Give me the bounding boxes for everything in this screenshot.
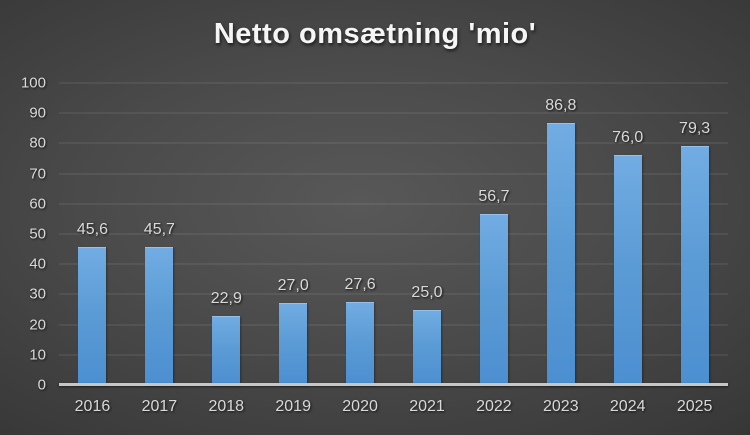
x-axis-tick-label: 2016 bbox=[74, 398, 111, 415]
gridline-90 bbox=[59, 112, 728, 114]
bar-value-label: 86,8 bbox=[545, 96, 577, 114]
chart-title: Netto omsætning 'mio' bbox=[213, 18, 537, 50]
bar-2021[interactable] bbox=[412, 309, 441, 385]
bar-2020[interactable] bbox=[346, 301, 375, 385]
y-axis-tick-label: 50 bbox=[29, 225, 46, 243]
bar-value-label: 45,6 bbox=[76, 221, 109, 239]
bar-group-2020: 27,6 2020 bbox=[327, 83, 394, 415]
y-axis-tick-label: 30 bbox=[29, 285, 46, 303]
x-axis-tick-label: 2021 bbox=[409, 398, 445, 415]
y-axis-tick-label: 80 bbox=[29, 134, 46, 152]
y-axis-tick-label: 70 bbox=[29, 165, 46, 183]
x-axis-tick-label: 2024 bbox=[609, 398, 646, 415]
y-axis-tick-label: 0 bbox=[37, 376, 46, 394]
y-axis-tick-label: 90 bbox=[29, 104, 46, 122]
bar-group-2019: 27,0 2019 bbox=[260, 83, 327, 415]
bar-value-label: 79,3 bbox=[679, 119, 711, 137]
y-axis-tick-label: 40 bbox=[29, 255, 46, 273]
gridline-40 bbox=[59, 263, 728, 265]
bar-group-2023: 86,8 2023 bbox=[527, 83, 594, 415]
bar-group-2016: 45,6 2016 bbox=[59, 83, 126, 415]
bar-2017[interactable] bbox=[145, 247, 174, 385]
bar-group-2022: 56,7 2022 bbox=[460, 83, 527, 415]
bar-group-2021: 25,0 2021 bbox=[394, 83, 461, 416]
bar-2025[interactable] bbox=[680, 145, 709, 385]
bar-series: 45,6 2016 45,7 2017 22,9 2018 27,0 2019 27,6 2020… bbox=[59, 83, 728, 416]
bar-group-2025: 79,3 2025 bbox=[661, 83, 728, 415]
bar-2016[interactable] bbox=[78, 247, 107, 385]
bar-value-label: 27,6 bbox=[344, 275, 376, 293]
bar-value-label: 25,0 bbox=[411, 283, 443, 301]
x-axis-tick-label: 2017 bbox=[141, 398, 178, 415]
y-axis-tick-label: 20 bbox=[29, 316, 46, 334]
gridline-60 bbox=[59, 203, 728, 205]
bar-value-label: 22,9 bbox=[210, 289, 242, 307]
y-axis-tick-label: 10 bbox=[29, 346, 46, 364]
bar-value-label: 27,0 bbox=[277, 277, 309, 295]
bar-2018[interactable] bbox=[212, 315, 241, 385]
gridline-100 bbox=[59, 82, 728, 84]
y-axis-tick-label: 60 bbox=[29, 195, 46, 213]
gridline-70 bbox=[59, 173, 728, 175]
bar-value-label: 76,0 bbox=[612, 129, 644, 147]
bar-group-2024: 76,0 2024 bbox=[594, 83, 661, 415]
bar-group-2017: 45,7 2017 bbox=[126, 83, 193, 415]
y-axis: 0 10 20 30 40 50 60 70 80 90 100 bbox=[0, 75, 46, 394]
x-axis-line bbox=[59, 383, 728, 386]
gridline-10 bbox=[59, 354, 728, 356]
plot-area: 45,6 2016 45,7 2017 22,9 2018 27,0 2019 27,6 2020… bbox=[59, 82, 728, 416]
x-axis-tick-label: 2023 bbox=[543, 398, 579, 415]
bar-2024[interactable] bbox=[613, 155, 642, 385]
bar-2022[interactable] bbox=[479, 213, 508, 385]
y-axis-tick-label: 100 bbox=[20, 74, 46, 92]
bar-group-2018: 22,9 2018 bbox=[193, 83, 260, 415]
bar-2019[interactable] bbox=[279, 303, 308, 385]
bar-value-label: 45,7 bbox=[143, 221, 175, 238]
gridline-30 bbox=[59, 293, 728, 295]
gridline-80 bbox=[59, 142, 728, 144]
x-axis-tick-label: 2018 bbox=[208, 398, 245, 415]
x-axis-tick-label: 2020 bbox=[342, 398, 378, 415]
x-axis-tick-label: 2019 bbox=[275, 398, 311, 415]
x-axis-tick-label: 2022 bbox=[476, 398, 512, 415]
gridline-20 bbox=[59, 324, 728, 326]
bar-2023[interactable] bbox=[546, 122, 575, 385]
gridline-50 bbox=[59, 233, 728, 235]
bar-value-label: 56,7 bbox=[478, 187, 510, 205]
x-axis-tick-label: 2025 bbox=[676, 398, 713, 415]
